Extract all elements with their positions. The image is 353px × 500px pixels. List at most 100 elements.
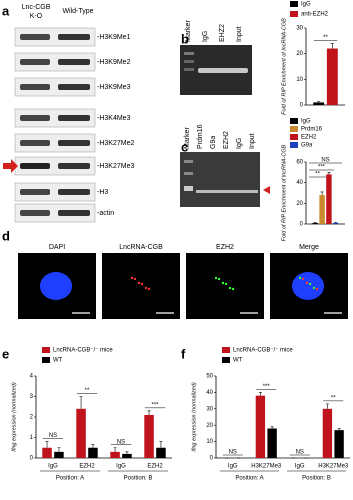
legend-swatch [222, 357, 230, 363]
bar [333, 222, 339, 224]
signal-dot [140, 282, 144, 286]
gel-lane-label: Prdm16 [197, 124, 204, 149]
blot-strip [14, 27, 96, 47]
signal-dot [221, 281, 225, 285]
annotation: NS [229, 450, 237, 456]
signal-dot [224, 282, 228, 286]
legend-swatch [290, 118, 298, 124]
y-tick-label: 4 [30, 374, 34, 380]
bar [76, 408, 86, 458]
blot-row-label: -H3K9Me1 [97, 34, 131, 41]
blot-strip [14, 108, 96, 128]
gel-band [184, 52, 194, 55]
legend-swatch [290, 134, 298, 140]
annotation: NS [296, 450, 304, 456]
y-tick-label: 2 [30, 415, 34, 421]
y-tick-label: 10 [206, 439, 213, 445]
blot-band [58, 189, 90, 195]
signal-dot [214, 276, 218, 280]
legend-label: EZH2 [301, 135, 317, 141]
legend-swatch [290, 1, 298, 7]
panel-label: f [181, 346, 186, 361]
blot-band [58, 84, 90, 90]
error-bar [113, 447, 117, 452]
bar [255, 395, 266, 458]
gel-image [180, 152, 260, 207]
error-bar [337, 428, 341, 431]
error-bar [330, 43, 334, 49]
blot-row-label: -H3K9Me3 [97, 84, 131, 91]
error-bar [79, 396, 83, 409]
signal-dot [231, 287, 235, 291]
gel-band [184, 172, 193, 175]
blot-row-label: -H3K27Me2 [97, 140, 134, 147]
nucleus [292, 272, 324, 300]
annotation: NS [117, 439, 125, 445]
bar [334, 430, 344, 458]
channel-label: Merge [299, 244, 319, 251]
signal-dot [305, 281, 309, 285]
bar [326, 48, 338, 105]
error-bar [159, 441, 163, 448]
legend-swatch [42, 357, 50, 363]
y-tick-label: 0 [30, 456, 34, 462]
signal-dot [217, 277, 221, 281]
signal-dot [133, 277, 137, 281]
y-tick-label: 20 [296, 201, 303, 207]
bar [319, 195, 325, 224]
error-bar [147, 410, 151, 415]
bar [326, 174, 332, 224]
gel-lane-label: Marker [184, 127, 191, 149]
bar [322, 408, 333, 458]
annotation: NS [321, 158, 329, 164]
blot-strip [14, 203, 96, 223]
bar [312, 222, 318, 224]
blot-band [20, 163, 50, 169]
panel-label: a [2, 3, 10, 18]
bar [54, 451, 64, 458]
group-label: Position: B [124, 476, 153, 482]
blot-row-label: -H3K9Me2 [97, 59, 131, 66]
signal-dot [147, 287, 151, 291]
x-tick-label: IgG [228, 464, 238, 470]
legend-swatch [290, 142, 298, 148]
blot-band [20, 140, 50, 146]
signal-dot [137, 281, 141, 285]
legend-swatch [290, 126, 298, 132]
y-tick-label: 60 [296, 160, 303, 166]
blot-strip [14, 133, 96, 153]
error-bar [334, 222, 338, 223]
gel-band [184, 60, 194, 63]
scale-label: 5 μm [218, 302, 234, 309]
blot-band [20, 115, 50, 121]
blot-band [20, 210, 50, 216]
legend-label: G9a [301, 143, 313, 149]
legend-label: IgG [301, 2, 311, 8]
blot-panel: -H3K9Me1 -H3K9Me2 -H3K9Me3 -H3K4Me3 -H3K27Me… [14, 27, 134, 223]
x-tick-label: EZH2 [79, 464, 95, 470]
blot-row-label: -H3K4Me3 [97, 115, 131, 122]
scale-label: 5 μm [50, 302, 66, 309]
gel-labels: Marker Prdm16 G9a EZH2 IgG Input [184, 124, 256, 149]
blot-band [20, 84, 50, 90]
gel-lane-label: IgG [202, 31, 209, 42]
error-bar [317, 101, 321, 103]
blot-band [58, 115, 90, 121]
arrow [3, 159, 18, 173]
error-bar [91, 444, 95, 448]
x-tick-label: IgG [116, 464, 126, 470]
legend-label: LncRNA-CGB⁻/⁻ mice [233, 348, 293, 354]
annotation: *** [151, 402, 159, 408]
gel-band [198, 68, 248, 73]
y-tick-label: 1 [30, 435, 34, 441]
blot-band [58, 163, 90, 169]
blot-strip [14, 182, 96, 202]
legend-label: IgG [301, 119, 311, 125]
legend-label: WT [53, 358, 63, 364]
gel-lane-label: G9a [210, 136, 217, 149]
signal-dot [298, 276, 302, 280]
y-tick-label: 3 [30, 394, 34, 400]
signal-dot [312, 286, 316, 290]
micrograph [102, 253, 180, 319]
